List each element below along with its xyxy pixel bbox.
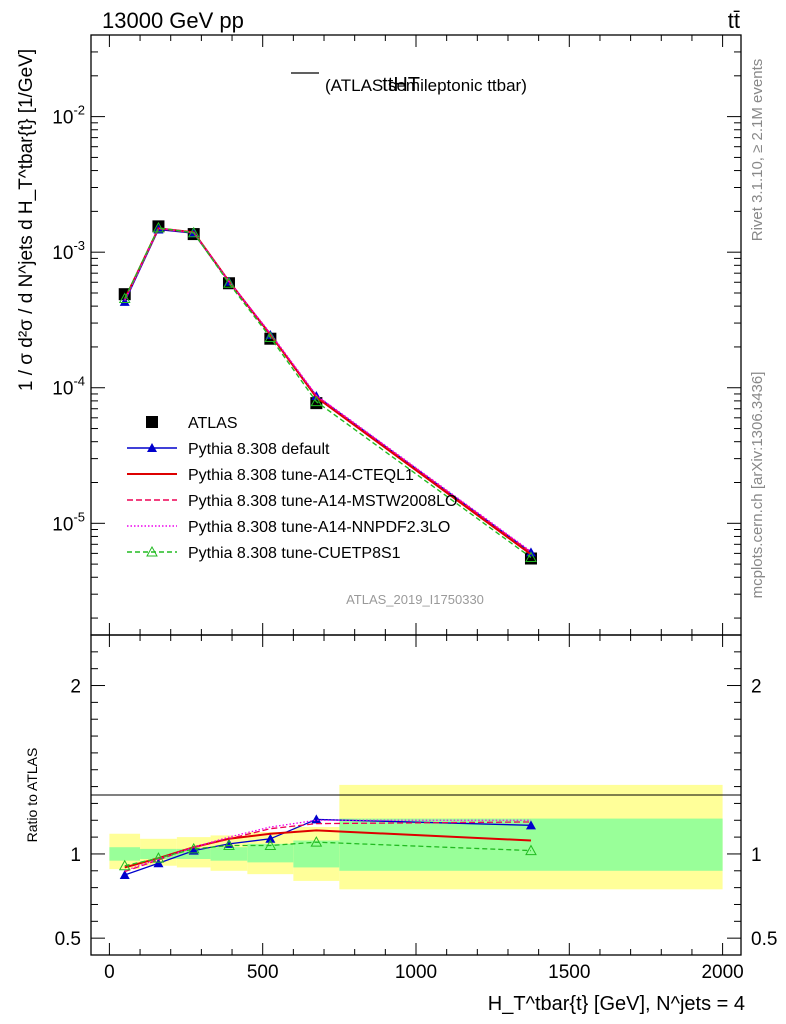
ratio-point-default — [265, 833, 276, 843]
data-point-cuetp8s1 — [152, 221, 165, 233]
ratio-band-inner — [293, 840, 340, 868]
ratio-point-default — [119, 870, 130, 879]
x-tick-label: 1500 — [548, 962, 590, 983]
data-point-cuetp8s1 — [118, 292, 131, 304]
ratio-band-inner — [210, 847, 248, 861]
legend-label: Pythia 8.308 tune-CUETP8S1 — [188, 545, 401, 562]
mcplots-label: mcplots.cern.ch [arXiv:1306.3436] — [749, 372, 766, 599]
data-point-cuetp8s1 — [525, 551, 537, 562]
x-axis-label: H_T^tbar{t} [GeV], N^jets = 4 — [488, 993, 745, 1015]
ratio-uncertainty-bands — [109, 784, 723, 890]
ratio-band-inner — [247, 843, 294, 863]
ratio-point-default — [153, 858, 164, 868]
ratio-series-layer — [118, 814, 537, 879]
plot-title: ttHT — [382, 74, 420, 96]
data-point-cuetp8s1 — [310, 395, 323, 407]
data-point-cuetp8s1 — [223, 277, 235, 288]
series-line — [124, 227, 532, 559]
ratio-y-tick-label-right: 0.5 — [751, 929, 777, 950]
x-tick-label: 2000 — [701, 962, 743, 983]
ratio-point-default — [525, 820, 536, 830]
main-series-layer — [118, 220, 537, 565]
main-y-tick-label: 10-4 — [52, 374, 85, 400]
ratio-y-axis-label: Ratio to ATLAS — [24, 748, 40, 843]
ratio-panel: 0.5 0.5 1 1 2 2 0 500 1000 1500 2000 Ratio to ATLA… — [24, 634, 777, 983]
legend-label: Pythia 8.308 default — [188, 441, 330, 458]
legend-label: ATLAS — [188, 415, 238, 432]
ratio-frame — [90, 634, 742, 956]
legend-marker — [146, 545, 158, 557]
main-panel: 10-2 10-3 10-4 10-5 ttHT (ATLAS semileptoni… — [16, 34, 742, 636]
data-point-cuetp8s1 — [264, 331, 277, 342]
ratio-series-line — [124, 841, 532, 867]
ratio-axis-ticks: 0.5 0.5 1 1 2 2 0 500 1000 1500 2000 — [55, 635, 777, 983]
main-y-tick-label: 10-5 — [52, 509, 85, 535]
process-label: tt̄ — [728, 8, 740, 33]
legend-label: Pythia 8.308 tune-A14-NNPDF2.3LO — [188, 519, 450, 536]
ratio-point-cuetp8s1 — [264, 839, 277, 851]
ratio-y-tick-label-right: 2 — [751, 677, 762, 698]
plot-subtitle: (ATLAS semileptonic ttbar) — [325, 76, 527, 95]
main-y-axis-label: 1 / σ d²σ / d N^jets d H_T^tbar{t} [1/Ge… — [16, 49, 37, 391]
ratio-point-cuetp8s1 — [187, 842, 200, 854]
legend-marker — [146, 416, 158, 428]
data-point-default — [119, 296, 130, 306]
main-y-tick-label: 10-2 — [52, 103, 85, 129]
data-point-cuetp8s1 — [187, 226, 200, 238]
ratio-y-tick-label: 1 — [70, 845, 81, 866]
analysis-label: ATLAS_2019_I1750330 — [346, 592, 484, 607]
ratio-band-inner — [109, 847, 141, 861]
legend: ATLAS Pythia 8.308 default Pythia 8.308 tu… — [127, 415, 457, 562]
x-tick-label: 0 — [104, 962, 115, 983]
ratio-point-cuetp8s1 — [525, 844, 537, 856]
ratio-series-line — [124, 819, 531, 872]
ratio-point-cuetp8s1 — [118, 859, 131, 871]
legend-label: Pythia 8.308 tune-A14-CTEQL1 — [188, 467, 414, 484]
x-tick-label: 500 — [247, 962, 279, 983]
ratio-y-tick-label: 2 — [70, 677, 81, 698]
ratio-point-cuetp8s1 — [310, 836, 323, 847]
ratio-y-tick-label: 0.5 — [55, 929, 81, 950]
ratio-series-line — [124, 821, 531, 873]
ratio-y-tick-label-right: 1 — [751, 845, 762, 866]
legend-marker — [147, 443, 157, 452]
ratio-point-cuetp8s1 — [152, 852, 165, 863]
series-line — [124, 227, 532, 553]
energy-label: 13000 GeV pp — [102, 8, 244, 33]
ratio-point-default — [188, 845, 199, 855]
legend-label: Pythia 8.308 tune-A14-MSTW2008LO — [188, 493, 457, 510]
x-tick-label: 1000 — [395, 962, 437, 983]
main-y-tick-label: 10-3 — [52, 238, 85, 264]
ratio-point-cuetp8s1 — [223, 839, 235, 851]
rivet-label: Rivet 3.1.10, ≥ 2.1M events — [749, 59, 766, 242]
